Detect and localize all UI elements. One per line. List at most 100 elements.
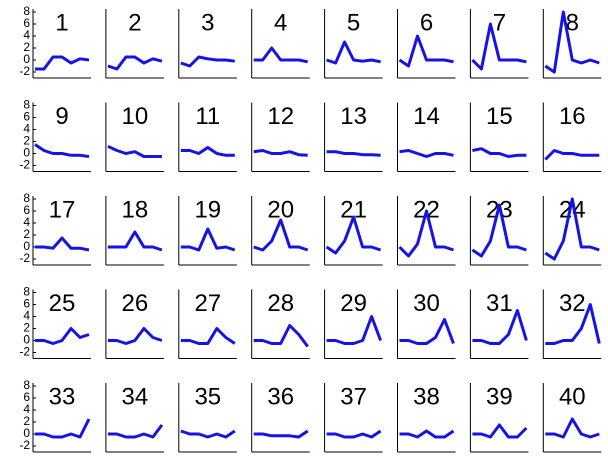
data-line [35, 55, 90, 71]
data-line [107, 230, 163, 252]
y-tick-label: -2 [19, 345, 30, 359]
panel-title: 7 [493, 9, 506, 36]
data-line [471, 203, 527, 258]
data-line [253, 46, 308, 64]
data-line [472, 309, 528, 345]
y-tick-label: 8 [23, 285, 30, 299]
data-line [107, 327, 163, 345]
panel-title: 10 [122, 103, 149, 130]
data-line [544, 197, 600, 261]
data-line [471, 22, 527, 71]
y-tick-label: 2 [23, 40, 30, 54]
panel-title: 6 [420, 9, 433, 36]
y-tick-label: 0 [23, 333, 30, 347]
panel-title: 27 [194, 290, 221, 317]
data-line [253, 218, 309, 252]
panel-title: 29 [340, 290, 367, 317]
panel-title: 1 [55, 9, 68, 36]
y-tick-label: 2 [23, 414, 30, 428]
data-line [326, 429, 382, 439]
panel-title: 31 [486, 290, 513, 317]
y-tick-label: 6 [23, 110, 30, 124]
data-line [545, 417, 600, 439]
panel-title: 26 [122, 290, 149, 317]
panel-title: 4 [274, 9, 287, 36]
y-tick-label: -2 [19, 438, 30, 452]
data-line [180, 146, 235, 157]
panel-title: 39 [486, 383, 513, 410]
data-line [325, 215, 382, 255]
panel-title: 34 [122, 383, 149, 410]
panel-title: 17 [49, 196, 76, 223]
panel-title: 19 [194, 196, 221, 223]
y-tick-label: 4 [23, 28, 30, 42]
panel-title: 40 [559, 383, 586, 410]
data-line [180, 429, 236, 439]
panel-title: 36 [267, 383, 294, 410]
y-tick-label: 0 [23, 52, 30, 66]
y-tick-label: 8 [23, 378, 30, 392]
panel-title: 35 [194, 383, 221, 410]
panel-title: 3 [201, 9, 214, 36]
panel-title: 32 [559, 290, 586, 317]
y-tick-label: 8 [23, 191, 30, 205]
data-line [34, 143, 90, 158]
data-line [399, 149, 454, 158]
y-tick-label: 6 [23, 390, 30, 404]
data-line [253, 429, 309, 439]
panel-title: 11 [195, 103, 220, 130]
panel-title: 9 [55, 103, 68, 130]
data-line [398, 34, 454, 68]
data-line [107, 55, 163, 71]
data-line [107, 144, 162, 158]
data-line [35, 327, 90, 345]
y-tick-label: 8 [23, 4, 30, 18]
panel-title: 12 [267, 103, 294, 130]
data-line [180, 55, 235, 68]
data-line [326, 315, 383, 345]
y-tick-label: 4 [23, 309, 30, 323]
y-tick-label: -2 [19, 158, 30, 172]
data-line [545, 303, 601, 345]
panel-title: 25 [49, 290, 76, 317]
data-line [544, 149, 600, 161]
y-tick-label: 8 [23, 98, 30, 112]
panel-title: 28 [267, 290, 294, 317]
y-tick-label: 4 [23, 402, 30, 416]
panel-title: 13 [340, 103, 367, 130]
data-line [35, 418, 91, 439]
panel-title: 38 [413, 383, 440, 410]
panel-title: 18 [122, 196, 149, 223]
y-tick-label: 4 [23, 215, 30, 229]
y-tick-label: 0 [23, 146, 30, 160]
panel-title: 14 [413, 103, 440, 130]
data-line [180, 227, 236, 252]
y-tick-label: 0 [23, 239, 30, 253]
panel-title: 8 [566, 9, 579, 36]
panel-title: 15 [486, 103, 513, 130]
panel-title: 37 [340, 383, 367, 410]
y-tick-label: 4 [23, 122, 30, 136]
y-tick-label: -2 [19, 64, 30, 78]
y-tick-label: 2 [23, 134, 30, 148]
data-line [398, 209, 454, 258]
y-tick-label: 6 [23, 203, 30, 217]
data-line [472, 423, 528, 439]
panel-title: 2 [128, 9, 141, 36]
panel-title: 5 [347, 9, 360, 36]
y-tick-label: 6 [23, 297, 30, 311]
data-line [35, 236, 90, 252]
panel-title: 33 [49, 383, 76, 410]
y-tick-label: 2 [23, 227, 30, 241]
data-line [253, 149, 308, 157]
data-line [107, 424, 164, 439]
data-line [544, 10, 600, 74]
data-line [180, 327, 236, 345]
panel-title: 30 [413, 290, 440, 317]
y-tick-label: 0 [23, 426, 30, 440]
data-line [399, 429, 455, 439]
data-line [253, 324, 309, 348]
panel-title: 16 [559, 103, 586, 130]
y-tick-label: -2 [19, 251, 30, 265]
